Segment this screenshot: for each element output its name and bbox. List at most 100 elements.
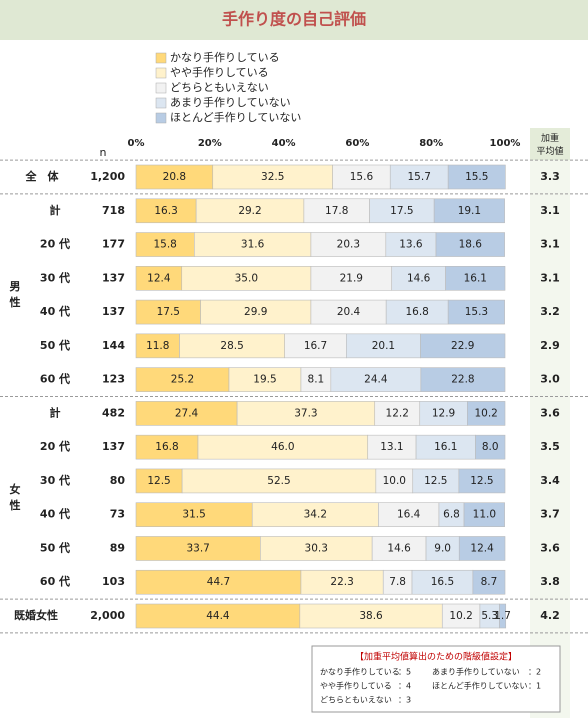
bar-segment bbox=[212, 164, 333, 190]
bar-segment bbox=[467, 401, 506, 426]
bar-segment bbox=[135, 536, 261, 561]
title-bar bbox=[0, 0, 588, 40]
data-label: 16.1 bbox=[434, 441, 457, 453]
data-label: 35.0 bbox=[235, 272, 258, 284]
bar-segment bbox=[378, 502, 440, 528]
data-label: 15.5 bbox=[465, 171, 488, 183]
bar-segment bbox=[332, 164, 391, 190]
bar-segment bbox=[135, 232, 195, 257]
data-label: 12.9 bbox=[432, 407, 455, 419]
data-label: 12.2 bbox=[386, 407, 409, 419]
x-tick-label: 0% bbox=[128, 138, 145, 149]
bar-segment bbox=[135, 367, 230, 392]
bar-segment bbox=[135, 299, 201, 325]
legend-swatch bbox=[155, 112, 167, 124]
weighted-average: 3.1 bbox=[540, 271, 560, 284]
n-value: 1,200 bbox=[90, 170, 125, 183]
bar-segment bbox=[135, 401, 238, 426]
data-label: 16.3 bbox=[154, 205, 177, 217]
bar-segment bbox=[330, 367, 422, 392]
data-label: 10.2 bbox=[474, 407, 497, 419]
bar-segment bbox=[135, 603, 301, 629]
data-label: 22.3 bbox=[330, 576, 353, 588]
data-label: 33.7 bbox=[186, 542, 209, 554]
bar-segment bbox=[135, 569, 302, 595]
row-label: 60 代 bbox=[40, 372, 70, 386]
bar-segment bbox=[475, 434, 506, 460]
data-label: 27.4 bbox=[175, 407, 199, 419]
bar-segment bbox=[135, 266, 183, 291]
data-label: 16.1 bbox=[464, 272, 487, 284]
bar-segment bbox=[447, 299, 505, 325]
row-label: 計 bbox=[50, 405, 61, 419]
bar-segment bbox=[200, 299, 312, 325]
bar-segment bbox=[135, 468, 183, 494]
data-label: 32.5 bbox=[261, 171, 284, 183]
data-label: 31.6 bbox=[241, 239, 265, 251]
bar-segment bbox=[445, 266, 506, 291]
x-tick-label: 40% bbox=[272, 138, 296, 149]
note-item-label: あまり手作りしていない bbox=[432, 667, 520, 677]
bar-segment bbox=[310, 299, 387, 325]
weighted-average: 3.1 bbox=[540, 238, 560, 251]
data-label: 14.6 bbox=[387, 542, 411, 554]
data-label: 11.8 bbox=[146, 340, 169, 352]
data-label: 12.5 bbox=[147, 475, 170, 487]
bar-segment bbox=[300, 569, 384, 595]
bar-segment bbox=[411, 569, 474, 595]
note-item-label: どちらともいえない bbox=[320, 696, 392, 705]
note-item-value: ：5 bbox=[398, 668, 411, 677]
data-label: 8.7 bbox=[481, 576, 498, 588]
data-label: 16.7 bbox=[304, 340, 327, 352]
bar-segment bbox=[435, 232, 505, 257]
weighted-average: 3.3 bbox=[540, 170, 560, 183]
bar-segment bbox=[472, 569, 506, 595]
legend-swatch bbox=[155, 82, 167, 94]
data-label: 20.8 bbox=[163, 171, 186, 183]
note-title: 【加重平均値算出のための階級値設定】 bbox=[355, 651, 517, 663]
bar-segment bbox=[179, 333, 286, 359]
data-label: 46.0 bbox=[271, 441, 294, 453]
note-item-value: ：3 bbox=[398, 696, 411, 705]
group-label: 男性 bbox=[10, 280, 21, 309]
data-label: 12.4 bbox=[470, 542, 494, 554]
note-item-label: やや手作りしている bbox=[320, 681, 392, 691]
n-value: 137 bbox=[102, 305, 125, 318]
data-label: 13.1 bbox=[380, 441, 403, 453]
row-label: 30 代 bbox=[40, 270, 70, 284]
n-value: 144 bbox=[102, 339, 125, 352]
x-tick-label: 100% bbox=[490, 138, 521, 149]
bar-segment bbox=[420, 333, 506, 359]
bar-segment bbox=[260, 536, 373, 561]
n-value: 137 bbox=[102, 440, 125, 453]
bar-segment bbox=[412, 468, 460, 494]
note-item-value: ：2 bbox=[528, 668, 541, 677]
data-label: 34.2 bbox=[304, 509, 327, 521]
weighted-average: 3.6 bbox=[540, 406, 560, 419]
weighted-average: 3.8 bbox=[540, 575, 560, 588]
bar-segment bbox=[135, 164, 214, 190]
group-label: 女性 bbox=[10, 482, 21, 512]
data-label: 21.9 bbox=[340, 272, 363, 284]
data-label: 10.0 bbox=[383, 475, 406, 487]
data-label: 20.4 bbox=[337, 306, 361, 318]
bar-segment bbox=[310, 232, 387, 257]
average-header-box bbox=[530, 128, 570, 160]
legend-label: かなり手作りしている bbox=[170, 50, 280, 64]
bar-segment bbox=[425, 536, 460, 561]
weighted-average: 3.1 bbox=[540, 204, 560, 217]
note-item-label: かなり手作りしている bbox=[320, 667, 400, 677]
data-label: 17.5 bbox=[157, 306, 180, 318]
bar-segment bbox=[420, 367, 506, 392]
legend-label: どちらともいえない bbox=[170, 81, 269, 94]
data-label: 25.2 bbox=[171, 374, 194, 386]
legend-label: やや手作りしている bbox=[170, 65, 269, 79]
bar-segment bbox=[303, 198, 370, 224]
data-label: 12.5 bbox=[470, 475, 493, 487]
bar-segment bbox=[181, 468, 377, 494]
data-label: 15.8 bbox=[153, 239, 176, 251]
data-label: 16.8 bbox=[155, 441, 178, 453]
n-value: 73 bbox=[110, 508, 125, 521]
legend-swatch bbox=[155, 52, 167, 64]
